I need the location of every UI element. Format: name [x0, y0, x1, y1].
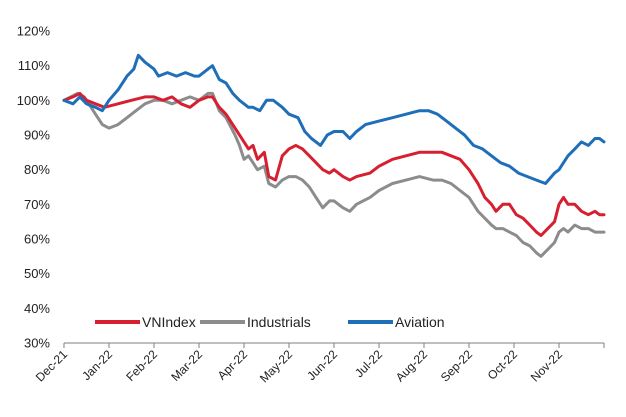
- y-tick-label: 50%: [24, 266, 50, 281]
- series-line-aviation: [62, 53, 606, 185]
- x-tick-label: May-22: [257, 347, 295, 385]
- y-tick-label: 100%: [17, 93, 51, 108]
- y-tick-label: 120%: [17, 24, 51, 39]
- x-tick-label: Aug-22: [393, 347, 430, 384]
- y-tick-label: 70%: [24, 197, 50, 212]
- y-tick-label: 60%: [24, 232, 50, 247]
- x-tick-label: Jun-22: [304, 347, 340, 383]
- series-line-industrials: [62, 91, 606, 258]
- series-lines: [62, 53, 606, 258]
- legend-label-aviation: Aviation: [395, 314, 445, 330]
- x-tick-label: Apr-22: [215, 347, 251, 383]
- x-tick-label: Mar-22: [168, 347, 205, 384]
- y-tick-label: 90%: [24, 128, 50, 143]
- y-axis: 30% 40% 50% 60% 70% 80% 90% 100% 110% 120%: [17, 24, 51, 351]
- x-axis: Dec-21 Jan-22 Feb-22 Mar-22 Apr-22 May-22 Jun-…: [33, 342, 605, 385]
- legend-label-industrials: Industrials: [247, 314, 311, 330]
- y-tick-label: 40%: [24, 301, 50, 316]
- legend: VNIndex Industrials Aviation: [95, 314, 445, 330]
- x-tick-label: Dec-21: [33, 347, 70, 384]
- x-tick-label: Jan-22: [79, 347, 115, 383]
- x-tick-label: Nov-22: [528, 347, 565, 384]
- x-tick-label: Oct-22: [485, 347, 521, 383]
- y-tick-label: 80%: [24, 162, 50, 177]
- y-tick-label: 30%: [24, 336, 50, 351]
- x-tick-label: Feb-22: [123, 347, 160, 384]
- x-tick-label: Jul-22: [352, 347, 385, 380]
- series-line-vnindex: [62, 91, 606, 237]
- legend-label-vnindex: VNIndex: [142, 314, 196, 330]
- y-tick-label: 110%: [18, 58, 51, 73]
- x-tick-label: Sep-22: [438, 347, 475, 384]
